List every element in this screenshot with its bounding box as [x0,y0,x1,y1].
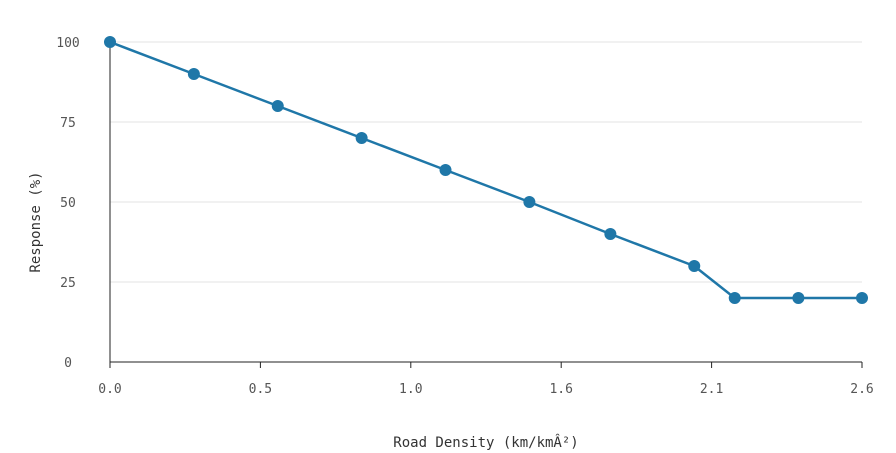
data-point [792,292,805,304]
y-tick-label: 50 [60,196,76,211]
x-tick-label: 1.0 [399,382,422,397]
data-point [271,100,284,112]
data-point [604,228,617,240]
grid-lines [110,41,862,283]
y-tick-label: 100 [56,36,79,51]
data-point [688,260,701,272]
data-point [355,132,368,144]
data-point [728,292,741,304]
x-tick-label: 0.0 [98,382,121,397]
x-tick-label: 1.6 [549,382,572,397]
x-axis-ticks: 0.0 0.5 1.0 1.6 2.1 2.6 [98,362,874,397]
data-point [104,36,116,48]
y-tick-label: 25 [60,276,76,291]
x-tick-label: 2.6 [850,382,873,397]
data-point [439,164,452,176]
data-point [856,292,868,304]
series-group [104,36,868,304]
data-point [187,68,200,80]
x-tick-label: 0.5 [249,382,272,397]
x-tick-label: 2.1 [700,382,723,397]
y-tick-label: 0 [64,356,72,371]
y-axis-ticks: 0 25 50 75 100 [56,36,79,371]
data-point [523,196,536,208]
series-line [109,40,862,300]
x-axis-title: Road Density (km/kmÂ²) [393,433,578,451]
axes [109,40,862,363]
y-tick-label: 75 [60,116,76,131]
y-axis-title: Response (%) [28,171,44,272]
